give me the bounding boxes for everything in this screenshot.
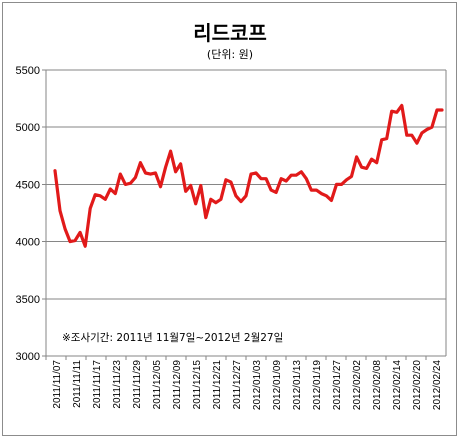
x-tick-label: 2012/02/20 (412, 360, 423, 410)
y-tick-label: 3000 (16, 351, 40, 363)
chart-subtitle: (단위: 원) (207, 48, 253, 61)
x-tick-label: 2012/01/09 (272, 360, 283, 410)
x-tick-label: 2012/01/19 (312, 360, 323, 410)
x-tick-label: 2012/01/03 (252, 360, 263, 410)
x-tick-label: 2012/02/24 (432, 360, 443, 410)
x-tick-label: 2011/11/11 (72, 360, 83, 408)
x-tick-label: 2011/11/23 (112, 360, 123, 409)
gridlines (46, 69, 446, 357)
period-note: ※조사기간: 2011년 11월7일~2012년 2월27일 (62, 331, 283, 344)
x-tick-label: 2012/01/13 (292, 360, 303, 410)
x-tick-label: 2011/12/09 (172, 360, 183, 410)
y-tick-label: 5000 (16, 122, 40, 134)
x-tick-label: 2011/12/27 (232, 360, 243, 410)
x-tick-label: 2012/02/14 (392, 360, 403, 410)
chart-frame (2, 2, 457, 436)
series-group (53, 103, 444, 248)
y-tick-label: 5500 (16, 65, 40, 77)
x-tick-label: 2011/11/17 (92, 360, 103, 409)
y-tick-label: 4500 (16, 179, 40, 191)
y-tick-label: 4000 (16, 237, 40, 249)
y-axis: 3000 3500 4000 4500 5000 5500 (16, 65, 447, 363)
chart-title: 리드코프 (193, 21, 267, 45)
series-line-0 (53, 103, 444, 248)
x-tick-label: 2011/11/07 (52, 360, 63, 409)
x-tick-label: 2012/02/08 (372, 360, 383, 410)
x-tick-label: 2011/12/05 (152, 360, 163, 410)
y-tick-label: 3500 (16, 294, 40, 306)
x-tick-label: 2011/11/29 (132, 360, 143, 409)
x-axis: 2011/11/07 2011/11/11 2011/11/17 2011/11/23… (45, 356, 443, 410)
x-tick-label: 2011/12/15 (192, 360, 203, 410)
x-tick-label: 2012/01/27 (332, 360, 343, 410)
x-tick-label: 2011/12/21 (212, 360, 223, 410)
x-tick-label: 2012/02/02 (352, 360, 363, 410)
